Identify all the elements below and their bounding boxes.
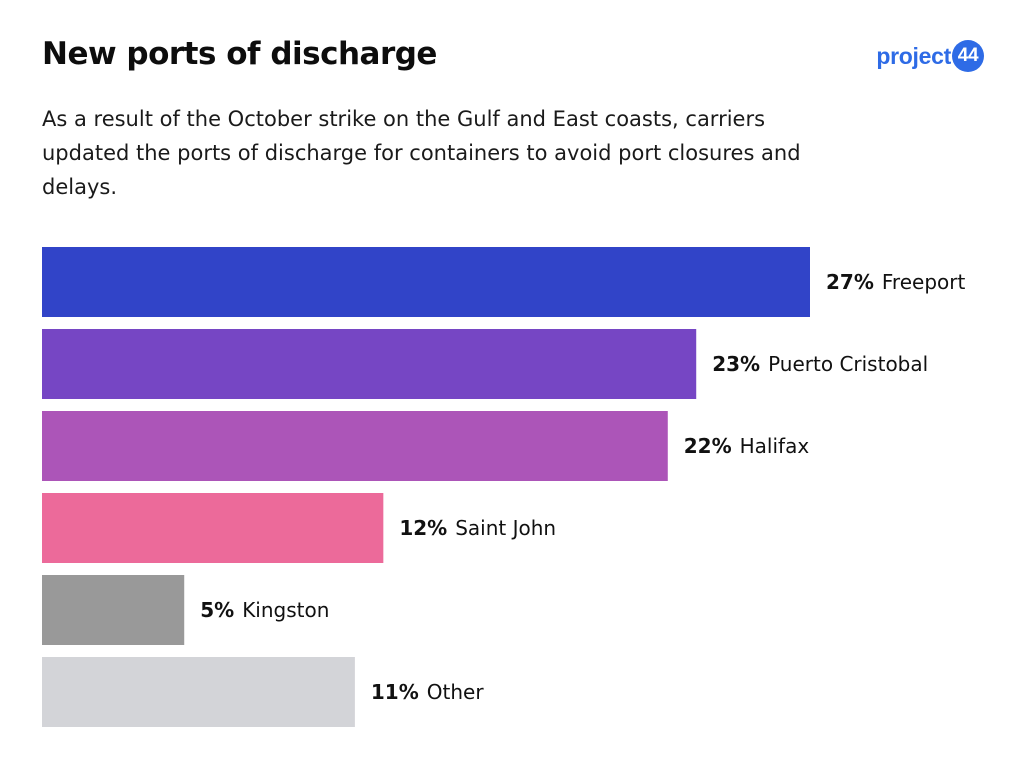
- category-label: Freeport: [882, 270, 966, 294]
- value-label: 23%: [712, 352, 760, 376]
- bar-freeport: [42, 247, 810, 317]
- value-label: 22%: [684, 434, 732, 458]
- category-label: Kingston: [242, 598, 329, 622]
- category-label: Puerto Cristobal: [768, 352, 928, 376]
- value-label: 12%: [399, 516, 447, 540]
- chart-subtitle: As a result of the October strike on the…: [42, 107, 801, 199]
- bar-puerto-cristobal: [42, 329, 697, 399]
- value-label: 5%: [200, 598, 234, 622]
- bar-kingston: [42, 575, 185, 645]
- bar-other: [42, 657, 355, 727]
- project44-logo: project 44: [876, 40, 984, 72]
- logo-text: project: [876, 42, 951, 69]
- category-label: Other: [427, 680, 485, 704]
- logo-badge: 44: [952, 40, 984, 72]
- value-label: 27%: [826, 270, 874, 294]
- chart-title: New ports of discharge: [42, 36, 437, 72]
- bar-saint-john: [42, 493, 384, 563]
- value-label: 11%: [371, 680, 419, 704]
- category-label: Halifax: [740, 434, 810, 458]
- bar-halifax: [42, 411, 668, 481]
- category-label: Saint John: [455, 516, 556, 540]
